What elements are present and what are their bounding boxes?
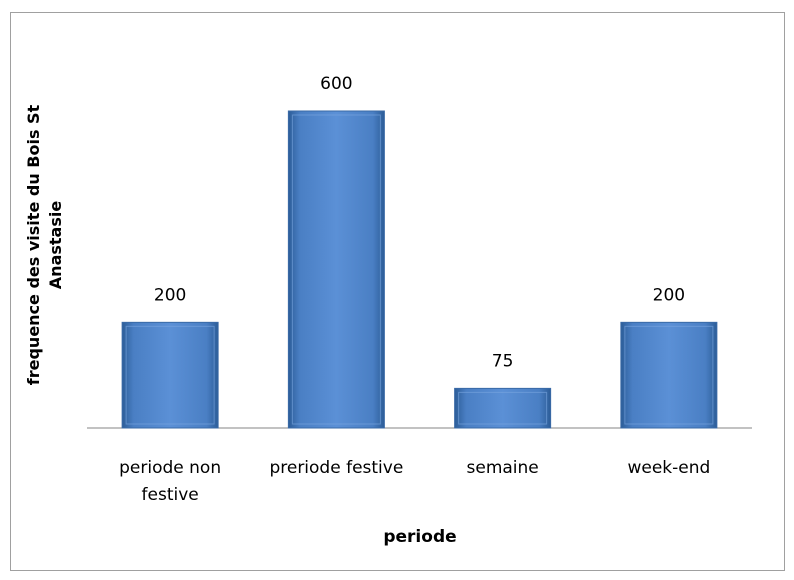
data-label: 200 (154, 285, 186, 305)
bar-bevel (125, 325, 215, 425)
x-tick-label: preriode festive (269, 458, 404, 478)
x-axis-label: periode (383, 527, 457, 547)
y-axis-label: frequence des visite du Bois St Anastasi… (24, 104, 65, 386)
chart-frame (10, 12, 785, 571)
bar (620, 321, 718, 429)
data-label: 600 (320, 74, 352, 94)
bar-bevel (291, 114, 381, 425)
x-tick-label: week-end (627, 458, 711, 478)
bar-bevel (458, 391, 548, 425)
data-label: 75 (492, 351, 514, 371)
bar (121, 321, 219, 429)
bar (287, 110, 385, 429)
x-tick-label: periode non festive (119, 458, 222, 505)
x-tick-label: semaine (466, 458, 539, 478)
data-label: 200 (653, 285, 685, 305)
bar-bevel (624, 325, 714, 425)
bar (454, 387, 552, 429)
